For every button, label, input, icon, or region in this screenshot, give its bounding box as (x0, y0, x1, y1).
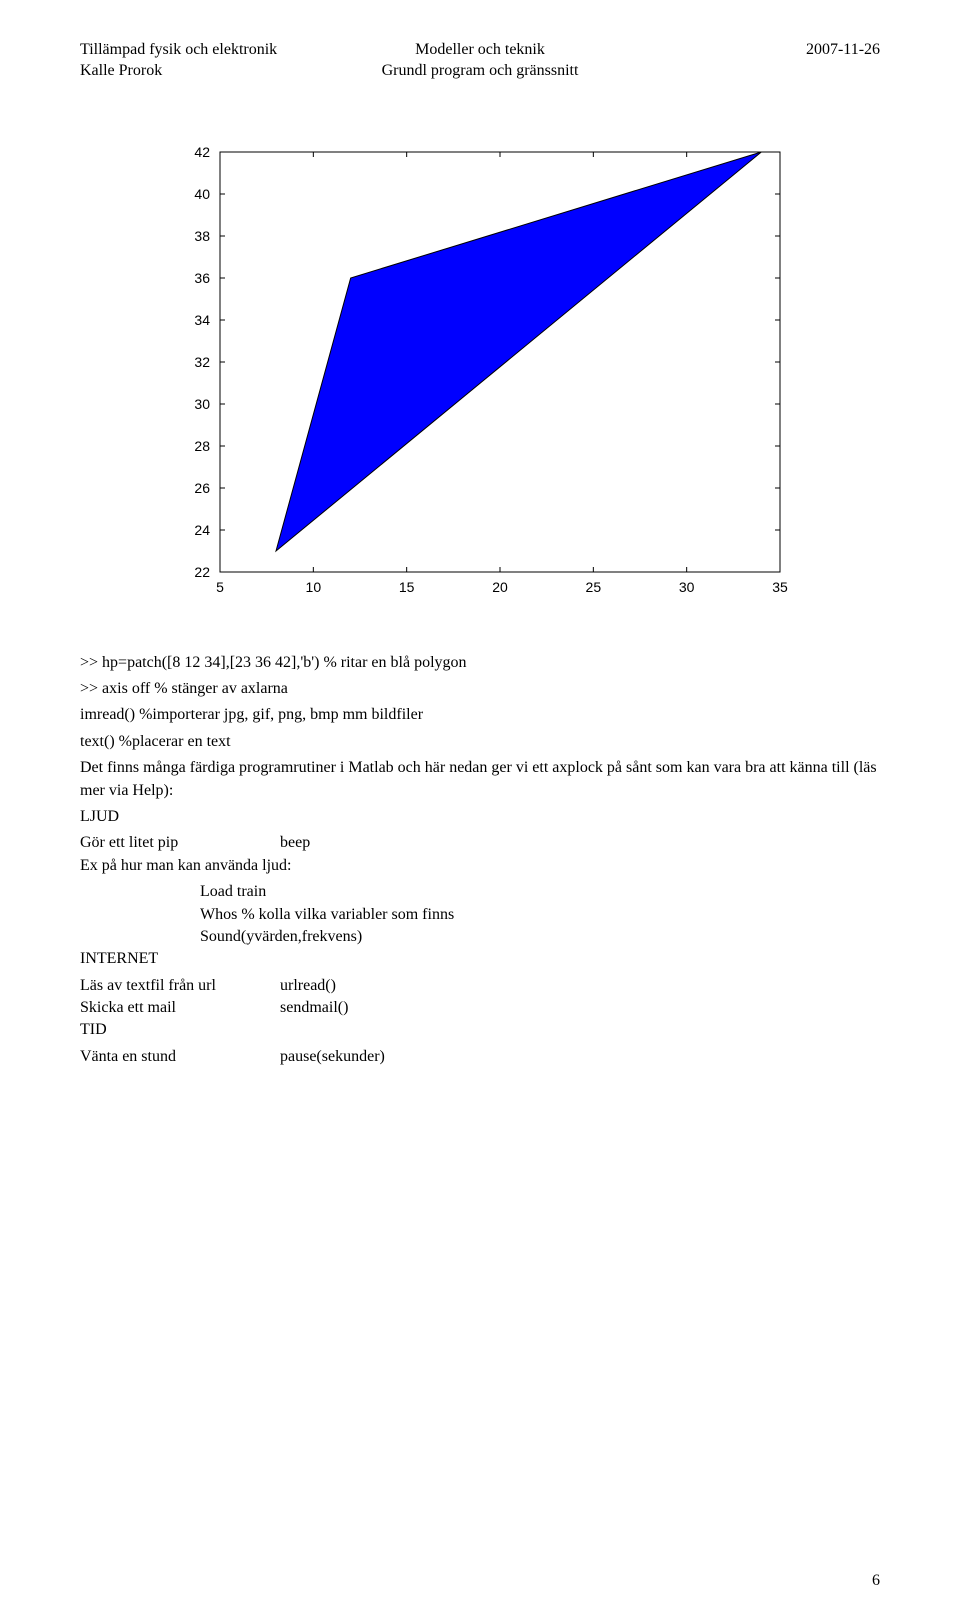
svg-text:38: 38 (194, 228, 210, 244)
page-number: 6 (872, 1572, 880, 1590)
section-ljud-title: LJUD (80, 806, 880, 828)
ljud-row-value: beep (280, 832, 310, 854)
header-center-line2: Grundl program och gränssnitt (347, 61, 614, 82)
tid-row1-label: Vänta en stund (80, 1046, 280, 1068)
internet-row2-label: Skicka ett mail (80, 997, 280, 1019)
svg-text:42: 42 (194, 144, 210, 160)
svg-text:22: 22 (194, 564, 210, 580)
internet-row1-value: urlread() (280, 975, 336, 997)
svg-text:35: 35 (772, 579, 788, 595)
code-line-text: text() %placerar en text (80, 731, 880, 753)
svg-text:20: 20 (492, 579, 508, 595)
svg-text:40: 40 (194, 186, 210, 202)
chart-container: 5 10 15 20 25 30 35 22 24 26 28 30 32 34 36 38 40 42 (80, 142, 880, 622)
ljud-row-label: Gör ett litet pip (80, 832, 280, 854)
ljud-example-line1: Load train (200, 881, 880, 903)
page-header: Tillämpad fysik och elektronik Kalle Pro… (80, 40, 880, 82)
paragraph-intro: Det finns många färdiga programrutiner i… (80, 757, 880, 802)
code-line-imread: imread() %importerar jpg, gif, png, bmp … (80, 704, 880, 726)
svg-text:30: 30 (679, 579, 695, 595)
svg-text:25: 25 (586, 579, 602, 595)
svg-text:24: 24 (194, 522, 210, 538)
internet-row1-label: Läs av textfil från url (80, 975, 280, 997)
svg-text:15: 15 (399, 579, 415, 595)
polygon-chart: 5 10 15 20 25 30 35 22 24 26 28 30 32 34 36 38 40 42 (160, 142, 800, 622)
page: Tillämpad fysik och elektronik Kalle Pro… (0, 0, 960, 1620)
code-line-patch: >> hp=patch([8 12 34],[23 36 42],'b') % … (80, 652, 880, 674)
header-right-line1: 2007-11-26 (613, 40, 880, 61)
svg-text:36: 36 (194, 270, 210, 286)
svg-text:10: 10 (306, 579, 322, 595)
header-center-line1: Modeller och teknik (347, 40, 614, 61)
body-text: >> hp=patch([8 12 34],[23 36 42],'b') % … (80, 652, 880, 1069)
header-left-line2: Kalle Prorok (80, 61, 347, 82)
svg-text:30: 30 (194, 396, 210, 412)
header-left-line1: Tillämpad fysik och elektronik (80, 40, 347, 61)
section-internet-title: INTERNET (80, 948, 880, 970)
svg-text:5: 5 (216, 579, 224, 595)
tid-row1-value: pause(sekunder) (280, 1046, 385, 1068)
ljud-example-line2: Whos % kolla vilka variabler som finns (200, 904, 880, 926)
svg-text:32: 32 (194, 354, 210, 370)
section-tid-title: TID (80, 1019, 880, 1041)
svg-text:34: 34 (194, 312, 210, 328)
internet-row2-value: sendmail() (280, 997, 348, 1019)
ljud-example-line3: Sound(yvärden,frekvens) (200, 926, 880, 948)
code-line-axisoff: >> axis off % stänger av axlarna (80, 678, 880, 700)
ljud-example-title: Ex på hur man kan använda ljud: (80, 855, 880, 877)
svg-text:26: 26 (194, 480, 210, 496)
svg-text:28: 28 (194, 438, 210, 454)
